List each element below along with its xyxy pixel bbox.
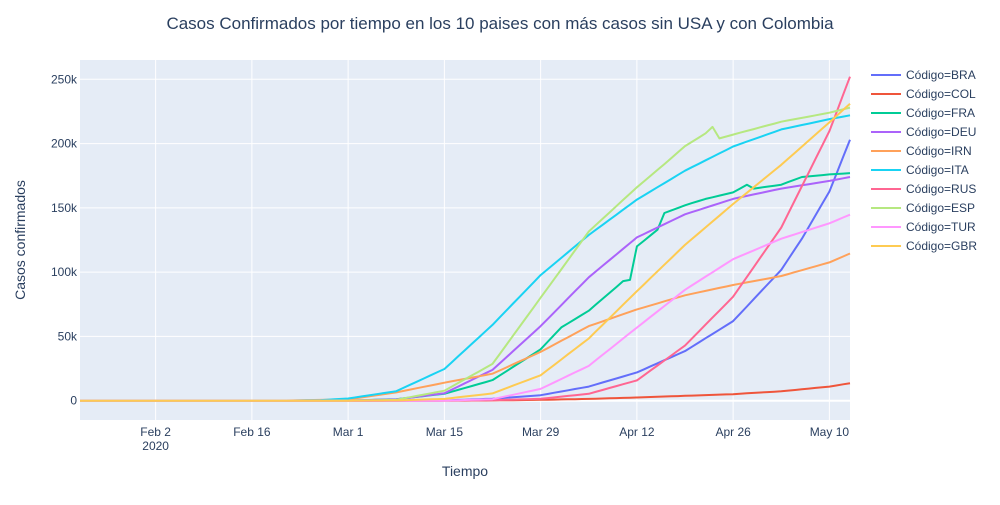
legend-item[interactable]: Código=DEU	[871, 125, 976, 139]
y-tick-label: 100k	[51, 265, 78, 279]
legend-label: Código=RUS	[906, 182, 976, 196]
legend-item[interactable]: Código=FRA	[871, 106, 975, 120]
grid-layer	[80, 60, 850, 420]
series-line-gbr[interactable]	[80, 102, 851, 402]
legend-label: Código=BRA	[906, 68, 976, 82]
legend-item[interactable]: Código=IRN	[871, 144, 972, 158]
x-tick-label: Mar 29	[522, 425, 560, 439]
y-tick-label: 250k	[51, 72, 78, 86]
x-tick-label: Feb 16	[233, 425, 271, 439]
y-tick-label: 50k	[58, 329, 78, 343]
series-lines	[80, 76, 851, 402]
legend-item[interactable]: Código=BRA	[871, 68, 976, 82]
legend-label: Código=COL	[906, 87, 976, 101]
legend-item[interactable]: Código=ESP	[871, 201, 975, 215]
x-tick-label: Feb 2	[140, 425, 171, 439]
chart-title: Casos Confirmados por tiempo en los 10 p…	[166, 14, 834, 33]
legend-label: Código=GBR	[906, 239, 977, 253]
legend-item[interactable]: Código=ITA	[871, 163, 969, 177]
x-tick-label: Mar 1	[333, 425, 364, 439]
x-tick-label: Mar 15	[426, 425, 464, 439]
legend-label: Código=ESP	[906, 201, 975, 215]
y-axis: 0 50k 100k 150k 200k 250k	[51, 72, 78, 407]
x-tick-label: May 10	[810, 425, 850, 439]
x-tick-year-label: 2020	[142, 439, 169, 453]
legend-label: Código=FRA	[906, 106, 975, 120]
x-tick-label: Apr 26	[715, 425, 751, 439]
legend-label: Código=DEU	[906, 125, 976, 139]
x-tick-label: Apr 12	[619, 425, 655, 439]
legend-item[interactable]: Código=COL	[871, 87, 976, 101]
legend-item[interactable]: Código=GBR	[871, 239, 977, 253]
legend-label: Código=TUR	[906, 220, 976, 234]
y-tick-label: 150k	[51, 201, 78, 215]
y-tick-label: 200k	[51, 137, 78, 151]
plot-background	[80, 60, 850, 420]
legend-item[interactable]: Código=TUR	[871, 220, 976, 234]
legend-item[interactable]: Código=RUS	[871, 182, 976, 196]
legend-label: Código=ITA	[906, 163, 969, 177]
y-axis-title: Casos confirmados	[12, 180, 28, 300]
legend-label: Código=IRN	[906, 144, 972, 158]
y-tick-label: 0	[70, 394, 77, 408]
x-axis-title: Tiempo	[442, 463, 488, 479]
legend[interactable]: Código=BRA Código=COL Código=FRA Código=DEU…	[871, 68, 977, 253]
